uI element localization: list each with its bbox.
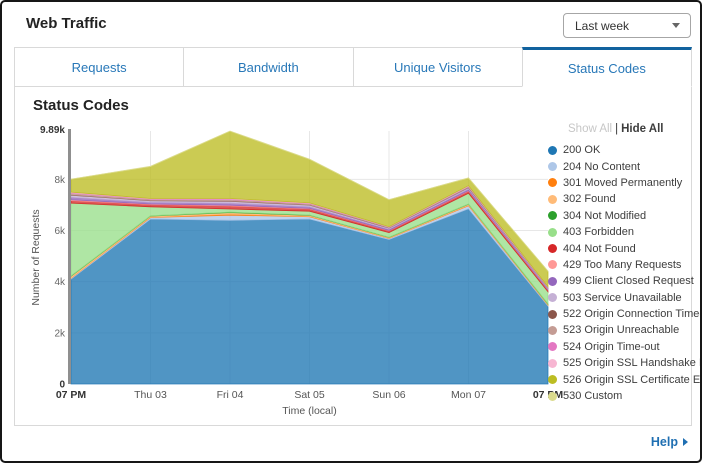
tab-unique-visitors[interactable]: Unique Visitors [352, 47, 523, 87]
tab-bandwidth[interactable]: Bandwidth [183, 47, 354, 87]
x-tick-label: Mon 07 [451, 389, 486, 401]
y-tick-label: 6k [54, 226, 66, 237]
legend-item-label: 499 Client Closed Request [563, 275, 694, 288]
legend-item-label: 525 Origin SSL Handshake Error [563, 357, 700, 370]
legend-dot-icon [548, 391, 557, 401]
legend-item-label: 302 Found [563, 193, 616, 206]
area-530 [70, 130, 549, 273]
legend-dot-icon [548, 178, 557, 188]
legend-items: 200 OK 204 No Content 301 Moved Permanentl… [548, 142, 700, 404]
legend-item-label: 503 Service Unavailable [563, 291, 682, 304]
x-axis-title: Time (local) [282, 405, 336, 417]
tab-requests-label: Requests [71, 59, 127, 75]
chart-legend: Show All | Hide All 200 OK 204 No Content 30… [548, 123, 700, 404]
chart-area: 0 2k 4k 6k 8k 9.89k 07 PM Thu 03 Fri 04 Sat 05 Sun… [29, 115, 577, 421]
tab-bar: Requests Bandwidth Unique Visitors Statu… [14, 47, 692, 87]
legend-item-524[interactable]: 524 Origin Time-out [548, 339, 690, 355]
arrow-right-icon [683, 438, 688, 446]
status-codes-panel: Status Codes 0 2k 4k 6k 8k 9.89k 07 PM Thu 03 Fr… [14, 86, 700, 426]
hide-all-button[interactable]: Hide All [621, 123, 664, 135]
time-period-select[interactable]: Last week [563, 13, 691, 38]
legend-dot-icon [548, 342, 557, 352]
legend-dot-icon [548, 194, 557, 204]
legend-dot-icon [548, 227, 557, 237]
legend-item-label: 404 Not Found [563, 242, 636, 255]
help-link[interactable]: Help [651, 435, 688, 449]
legend-item-label: 429 Too Many Requests [563, 258, 682, 271]
show-all-button[interactable]: Show All [568, 123, 613, 135]
legend-item-label: 523 Origin Unreachable [563, 324, 680, 337]
time-period-value: Last week [575, 18, 630, 33]
chart-title: Status Codes [33, 97, 129, 114]
legend-item-523[interactable]: 523 Origin Unreachable [548, 322, 690, 338]
tab-bandwidth-label: Bandwidth [238, 59, 299, 75]
help-link-label: Help [650, 435, 678, 449]
legend-item-200[interactable]: 200 OK [548, 142, 690, 158]
y-tick-label: 0 [59, 380, 65, 391]
legend-dot-icon [548, 358, 557, 368]
legend-item-530[interactable]: 530 Custom [548, 388, 690, 404]
legend-dot-icon [548, 309, 557, 319]
legend-item-label: 304 Not Modified [563, 209, 647, 222]
legend-item-label: 522 Origin Connection Time-out [563, 308, 700, 321]
y-tick-label: 4k [54, 277, 66, 288]
legend-dot-icon [548, 260, 557, 270]
legend-item-499[interactable]: 499 Client Closed Request [548, 273, 694, 289]
legend-item-526[interactable]: 526 Origin SSL Certificate Error [548, 371, 700, 387]
legend-item-label: 204 No Content [563, 160, 641, 173]
legend-dot-icon [548, 375, 557, 385]
legend-item-503[interactable]: 503 Service Unavailable [548, 290, 690, 306]
y-axis-title: Number of Requests [30, 209, 42, 305]
status-codes-chart: 0 2k 4k 6k 8k 9.89k 07 PM Thu 03 Fri 04 Sat 05 Sun… [30, 125, 563, 417]
legend-item-label: 530 Custom [563, 390, 623, 403]
legend-item-429[interactable]: 429 Too Many Requests [548, 257, 690, 273]
tab-requests[interactable]: Requests [14, 47, 185, 87]
legend-dot-icon [548, 211, 557, 221]
footer-bar: Help [14, 426, 688, 458]
y-axis-line [68, 129, 71, 384]
legend-controls: Show All | Hide All [548, 123, 690, 135]
tab-status-codes-label: Status Codes [567, 60, 646, 76]
x-tick-label: Sun 06 [372, 389, 405, 401]
area-200 [70, 208, 549, 385]
y-max-label: 9.89k [40, 125, 65, 136]
tab-unique-visitors-label: Unique Visitors [394, 59, 482, 75]
legend-dot-icon [548, 293, 557, 303]
legend-item-label: 403 Forbidden [563, 226, 634, 239]
x-tick-label: 07 PM [56, 389, 87, 401]
legend-item-302[interactable]: 302 Found [548, 191, 690, 207]
legend-item-404[interactable]: 404 Not Found [548, 240, 690, 256]
legend-dot-icon [548, 244, 557, 254]
page-title: Web Traffic [26, 15, 107, 32]
x-tick-label: Sat 05 [294, 389, 325, 401]
legend-dot-icon [548, 325, 557, 335]
legend-item-403[interactable]: 403 Forbidden [548, 224, 690, 240]
x-tick-label: Thu 03 [134, 389, 167, 401]
legend-separator: | [615, 123, 619, 135]
tab-status-codes[interactable]: Status Codes [521, 47, 692, 87]
legend-dot-icon [548, 145, 557, 155]
chevron-down-icon [672, 23, 680, 28]
legend-item-label: 200 OK [563, 144, 601, 157]
legend-item-label: 526 Origin SSL Certificate Error [563, 373, 702, 386]
legend-dot-icon [548, 276, 557, 286]
legend-item-304[interactable]: 304 Not Modified [548, 208, 690, 224]
legend-item-label: 524 Origin Time-out [563, 340, 660, 353]
legend-item-label: 301 Moved Permanently [563, 176, 683, 189]
y-tick-label: 8k [54, 175, 66, 186]
x-tick-label: Fri 04 [217, 389, 244, 401]
y-tick-label: 2k [54, 328, 66, 339]
legend-item-204[interactable]: 204 No Content [548, 158, 690, 174]
legend-dot-icon [548, 162, 557, 172]
legend-item-525[interactable]: 525 Origin SSL Handshake Error [548, 355, 700, 371]
legend-item-522[interactable]: 522 Origin Connection Time-out [548, 306, 700, 322]
legend-item-301[interactable]: 301 Moved Permanently [548, 175, 690, 191]
